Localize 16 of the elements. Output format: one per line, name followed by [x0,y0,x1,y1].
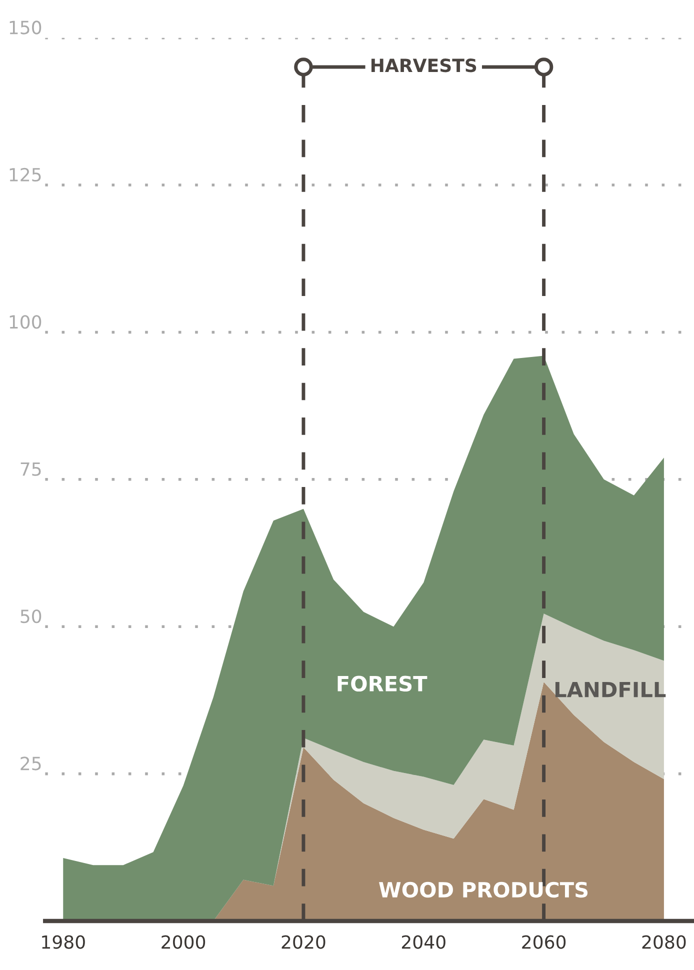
series-label: LANDFILL [555,682,666,698]
x-tick-label: 2040 [402,935,446,949]
series-label: WOOD PRODUCTS [378,882,588,898]
y-tick-label: 25 [20,756,41,770]
y-tick-label: 75 [20,462,41,476]
x-tick-label: 2020 [282,935,326,949]
y-tick-label: 125 [10,168,41,182]
x-tick-label: 2000 [162,935,206,949]
y-tick-label: 150 [10,20,42,34]
annotation: HARVESTS [371,58,476,72]
x-tick-label: 2080 [642,935,686,949]
x-tick-label: 1980 [42,935,85,949]
y-tick-label: 100 [10,315,42,329]
y-tick-label: 50 [20,609,42,624]
series-label: FOREST [338,676,428,692]
x-tick-label: 2060 [522,935,566,949]
